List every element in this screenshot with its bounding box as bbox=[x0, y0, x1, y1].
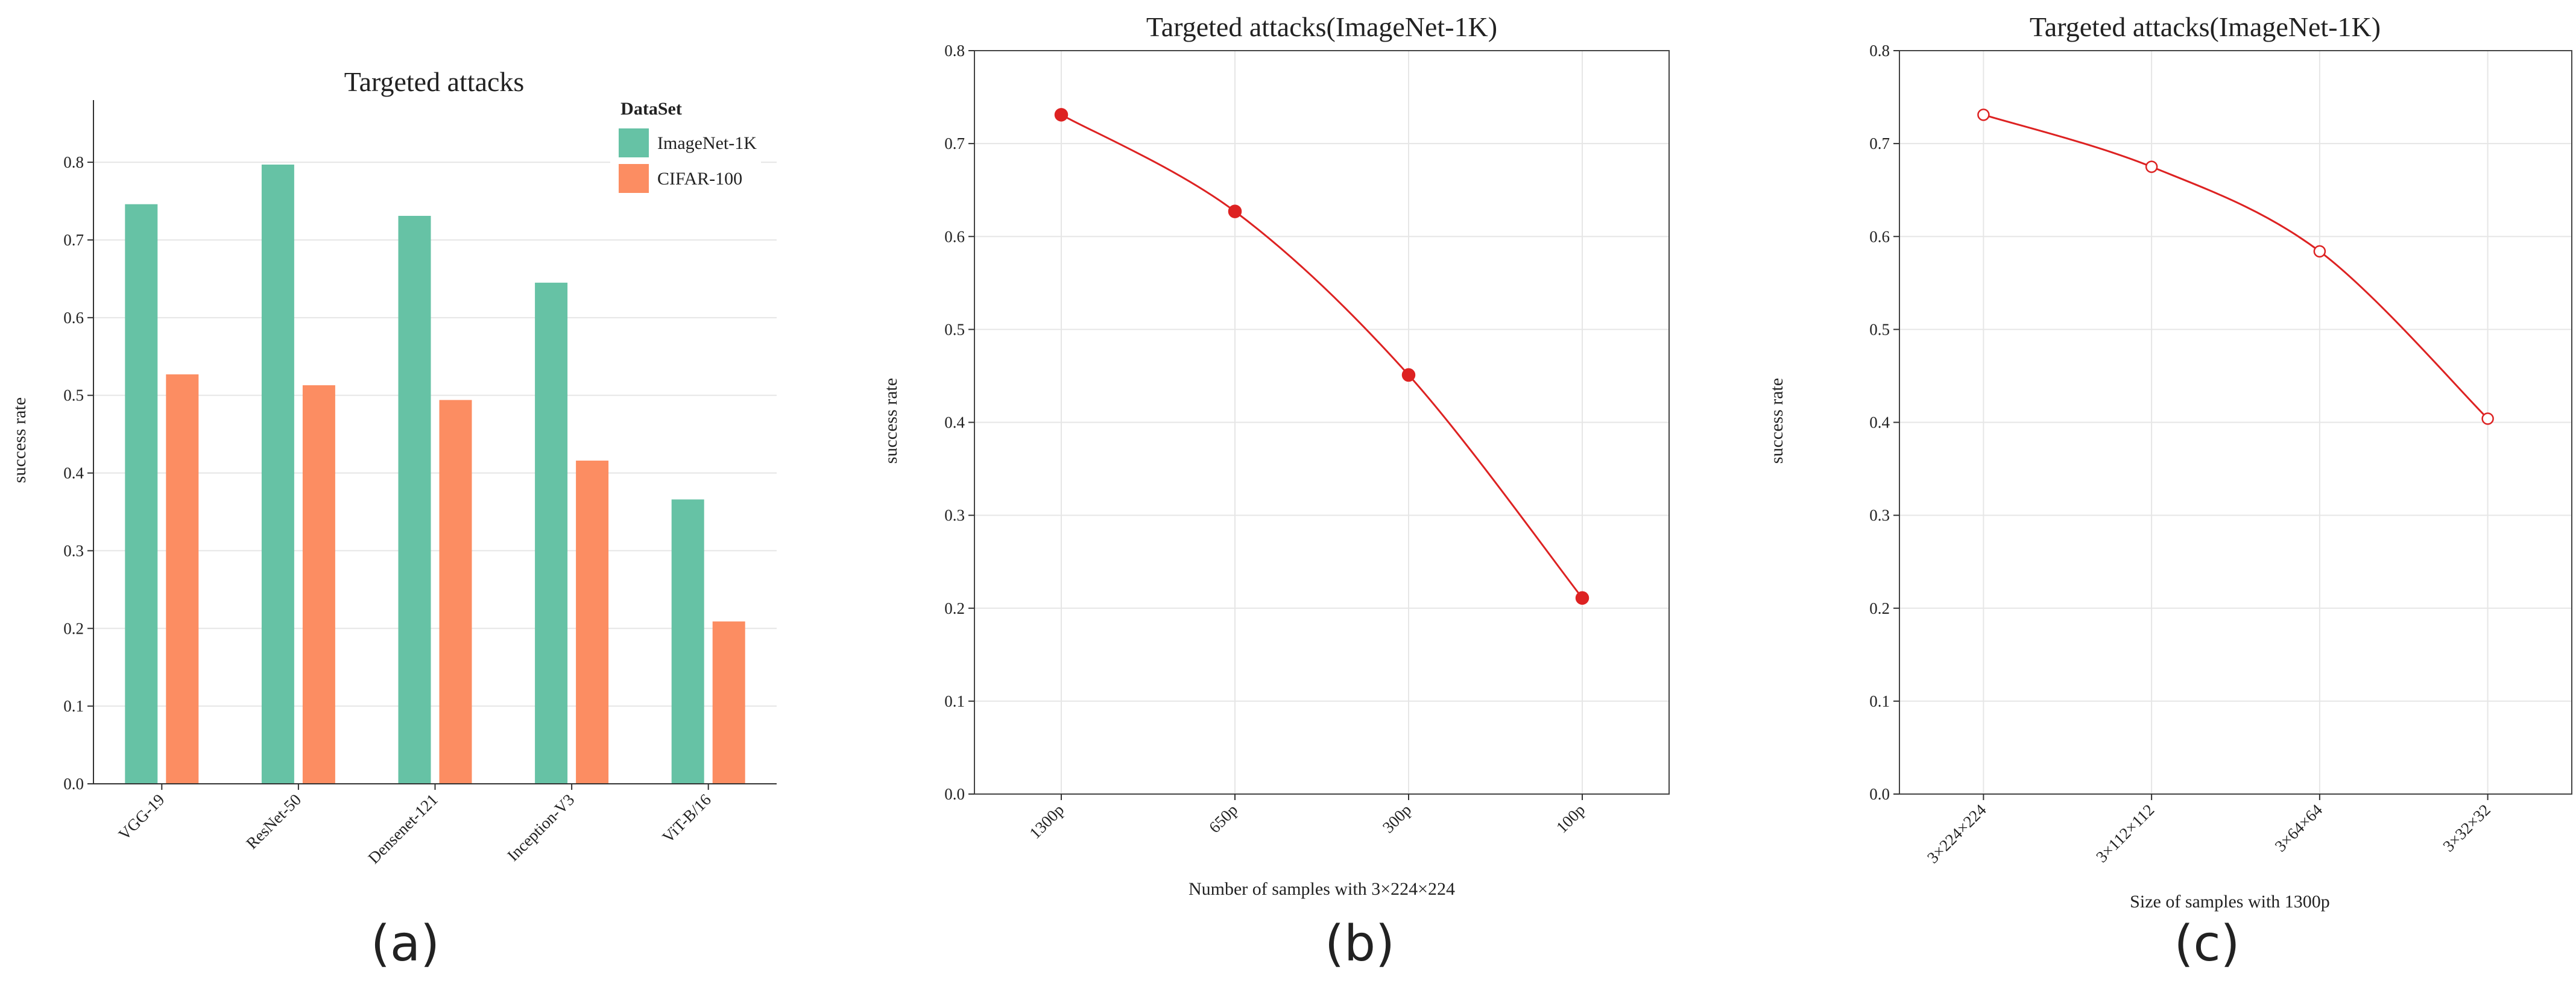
panel-label-c: (c) bbox=[2174, 915, 2240, 973]
y-tick-label: 0.5 bbox=[63, 386, 84, 405]
x-tick-label: 1300p bbox=[1026, 801, 1067, 842]
chart-c-ylabel: success rate bbox=[1767, 378, 1787, 464]
y-tick-label: 0.3 bbox=[1869, 506, 1890, 525]
chart-c-x-ticks: 3×224×224 3×112×112 3×64×64 3×32×32 bbox=[1924, 794, 2494, 867]
chart-a-title: Targeted attacks bbox=[344, 66, 525, 97]
data-point bbox=[2481, 412, 2494, 425]
bar bbox=[261, 164, 294, 784]
bar bbox=[125, 204, 158, 784]
chart-a-x-ticks: VGG-19 ResNet-50 Densenet-121 Inception-V3 V… bbox=[115, 784, 715, 867]
legend-label-cifar: CIFAR-100 bbox=[657, 169, 742, 189]
y-tick-label: 0.2 bbox=[944, 599, 965, 617]
y-tick-label: 0.1 bbox=[63, 697, 84, 715]
y-tick-label: 0.4 bbox=[63, 464, 84, 482]
chart-b-ylabel: success rate bbox=[881, 378, 901, 464]
legend-title: DataSet bbox=[620, 99, 682, 119]
x-tick-label: 3×112×112 bbox=[2092, 801, 2158, 866]
x-tick-label: VGG-19 bbox=[115, 790, 168, 844]
chart-b-grid bbox=[974, 50, 1669, 795]
y-tick-label: 0.0 bbox=[944, 785, 965, 803]
bar bbox=[535, 282, 568, 784]
x-tick-label: 100p bbox=[1553, 801, 1588, 836]
chart-c-xlabel: Size of samples with 1300p bbox=[2130, 892, 2330, 912]
x-tick-label: 3×64×64 bbox=[2271, 801, 2326, 856]
x-tick-label: 3×224×224 bbox=[1924, 801, 1990, 867]
x-tick-label: ViT-B/16 bbox=[658, 790, 715, 847]
legend-swatch-cifar bbox=[619, 164, 649, 193]
bar bbox=[302, 385, 335, 784]
y-tick-label: 0.4 bbox=[1869, 414, 1890, 432]
chart-b-series-line bbox=[1061, 114, 1583, 599]
chart-a-y-ticks: 0.0 0.1 0.2 0.3 0.4 0.5 0.6 0.7 0.8 bbox=[63, 153, 93, 793]
y-tick-label: 0.8 bbox=[1869, 42, 1890, 60]
y-tick-label: 0.1 bbox=[1869, 692, 1890, 710]
y-tick-label: 0.0 bbox=[63, 775, 84, 793]
x-tick-label: 3×32×32 bbox=[2439, 801, 2493, 855]
chart-a: 0.0 0.1 0.2 0.3 0.4 0.5 0.6 0.7 0.8 VGG-19 ResNet… bbox=[10, 66, 777, 973]
chart-b-x-ticks: 1300p 650p 300p 100p bbox=[1026, 794, 1588, 842]
bar bbox=[671, 499, 704, 784]
chart-b-points bbox=[1054, 108, 1589, 605]
y-tick-label: 0.6 bbox=[1869, 227, 1890, 245]
data-point bbox=[1054, 108, 1069, 122]
x-tick-label: Inception-V3 bbox=[504, 790, 578, 865]
legend-label-imagenet: ImageNet-1K bbox=[657, 133, 757, 153]
data-point bbox=[2313, 245, 2326, 258]
y-tick-label: 0.5 bbox=[1869, 320, 1890, 338]
x-tick-label: ResNet-50 bbox=[242, 790, 305, 853]
bar bbox=[398, 216, 431, 784]
y-tick-label: 0.4 bbox=[944, 414, 965, 432]
y-tick-label: 0.7 bbox=[1869, 134, 1890, 153]
x-tick-label: Densenet-121 bbox=[364, 790, 441, 867]
y-tick-label: 0.2 bbox=[1869, 599, 1890, 617]
y-tick-label: 0.7 bbox=[63, 231, 84, 249]
data-point bbox=[1977, 109, 1990, 121]
chart-c-title: Targeted attacks(ImageNet-1K) bbox=[2030, 11, 2381, 42]
bar bbox=[576, 460, 609, 784]
y-tick-label: 0.5 bbox=[944, 320, 965, 338]
legend-background bbox=[610, 90, 761, 235]
chart-a-ylabel: success rate bbox=[10, 397, 30, 483]
chart-a-bars bbox=[125, 164, 745, 784]
y-tick-label: 0.2 bbox=[63, 619, 84, 637]
legend-swatch-imagenet bbox=[619, 128, 649, 157]
y-tick-label: 0.8 bbox=[63, 153, 84, 171]
data-point bbox=[1228, 204, 1242, 218]
y-tick-label: 0.0 bbox=[1869, 785, 1890, 803]
chart-b: 0.0 0.1 0.2 0.3 0.4 0.5 0.6 0.7 0.8 1300p 650p 300… bbox=[881, 11, 1670, 973]
y-tick-label: 0.6 bbox=[63, 309, 84, 327]
panel-label-a: (a) bbox=[371, 915, 440, 973]
data-point bbox=[1401, 368, 1416, 382]
chart-b-y-ticks: 0.0 0.1 0.2 0.3 0.4 0.5 0.6 0.7 0.8 bbox=[944, 42, 974, 803]
panel-label-b: (b) bbox=[1325, 915, 1395, 973]
chart-c-series-line bbox=[1983, 113, 2489, 420]
chart-c-y-ticks: 0.0 0.1 0.2 0.3 0.4 0.5 0.6 0.7 0.8 bbox=[1869, 42, 1899, 803]
bar bbox=[439, 400, 472, 784]
bar bbox=[712, 621, 745, 784]
data-point bbox=[1575, 591, 1589, 605]
chart-c-points bbox=[1977, 109, 2494, 425]
data-point bbox=[2145, 160, 2158, 173]
y-tick-label: 0.3 bbox=[63, 541, 84, 560]
y-tick-label: 0.6 bbox=[944, 227, 965, 245]
x-tick-label: 300p bbox=[1379, 801, 1415, 836]
chart-a-legend: DataSet ImageNet-1K CIFAR-100 bbox=[610, 90, 761, 235]
x-tick-label: 650p bbox=[1205, 801, 1241, 836]
chart-a-grid bbox=[93, 162, 777, 784]
y-tick-label: 0.3 bbox=[944, 506, 965, 525]
y-tick-label: 0.1 bbox=[944, 692, 965, 710]
chart-c-grid bbox=[1899, 50, 2572, 795]
y-tick-label: 0.8 bbox=[944, 42, 965, 60]
bar bbox=[166, 374, 199, 784]
y-tick-label: 0.7 bbox=[944, 134, 965, 153]
chart-b-title: Targeted attacks(ImageNet-1K) bbox=[1146, 11, 1497, 42]
chart-b-xlabel: Number of samples with 3×224×224 bbox=[1189, 879, 1455, 899]
chart-c: 0.0 0.1 0.2 0.3 0.4 0.5 0.6 0.7 0.8 3×224×224 3×1… bbox=[1767, 11, 2572, 973]
